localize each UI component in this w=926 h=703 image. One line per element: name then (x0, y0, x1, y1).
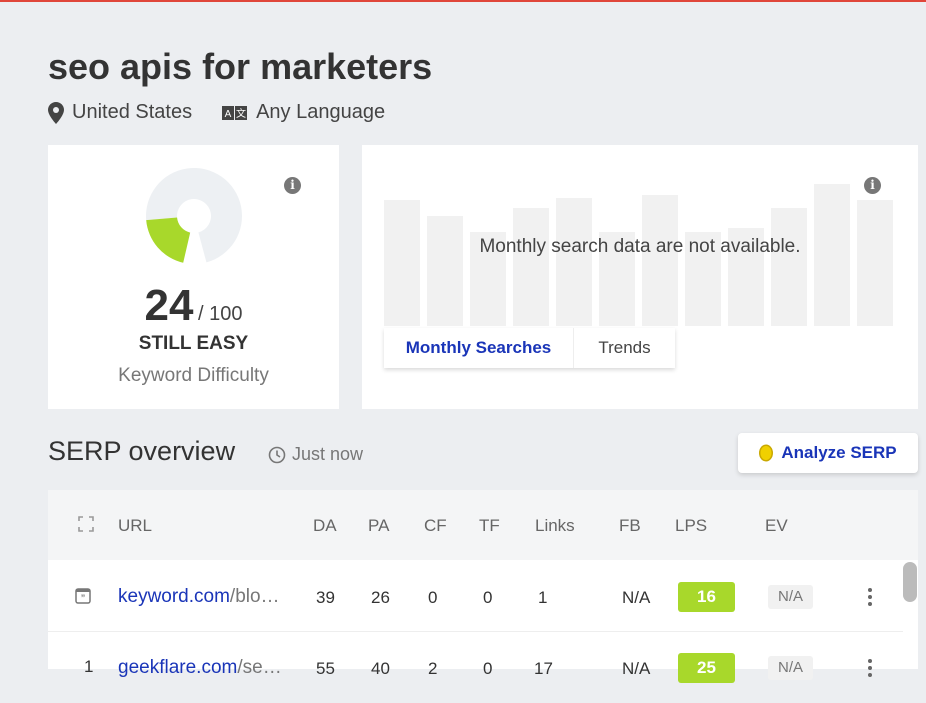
placeholder-bar (513, 208, 549, 326)
column-tf[interactable]: TF (479, 516, 500, 535)
language-label: Any Language (256, 101, 386, 123)
featured-snippet-icon: ” (75, 588, 91, 604)
cell-links: 1 (538, 588, 548, 607)
keyword-difficulty-card: i 24 / 100 STILL EASY Keyword Difficulty (48, 145, 339, 409)
ev-badge: N/A (768, 585, 813, 609)
column-da[interactable]: DA (313, 516, 337, 535)
cell-da: 39 (316, 588, 335, 607)
cell-tf: 0 (483, 588, 493, 607)
lps-badge: 25 (678, 653, 735, 683)
placeholder-bar (470, 232, 506, 326)
table-row[interactable]: 1 geekflare.com/se… 55 40 2 0 17 N/A 25 … (48, 633, 903, 703)
serp-overview-title: SERP overview (48, 436, 236, 466)
placeholder-bar (728, 228, 764, 326)
coin-icon (759, 444, 774, 462)
column-cf[interactable]: CF (424, 516, 447, 535)
result-path: /se… (237, 657, 282, 678)
placeholder-bar (857, 200, 893, 326)
clock-icon (268, 446, 286, 463)
monthly-searches-card: i Monthly search data are not available. (362, 145, 918, 409)
result-domain: geekflare.com (118, 657, 238, 678)
result-url[interactable]: keyword.com/blo… (118, 586, 280, 608)
more-options-icon[interactable] (868, 659, 872, 680)
tab-monthly-searches[interactable]: Monthly Searches (384, 328, 574, 368)
cell-fb: N/A (622, 659, 651, 678)
cell-fb: N/A (622, 588, 651, 607)
result-path: /blo… (229, 586, 280, 607)
placeholder-bar (384, 200, 420, 326)
column-pa[interactable]: PA (368, 516, 390, 535)
serp-table: URL DA PA CF TF Links FB LPS EV ” keywor… (48, 490, 918, 683)
difficulty-score: 24 (144, 281, 194, 330)
column-ev[interactable]: EV (765, 516, 788, 535)
location-pin-icon (48, 101, 64, 124)
info-icon[interactable]: i (864, 177, 881, 194)
difficulty-label: Keyword Difficulty (118, 365, 269, 386)
last-updated-text: Just now (292, 444, 364, 464)
location-label: United States (72, 101, 193, 123)
difficulty-max: / 100 (197, 303, 243, 325)
lps-badge: 16 (678, 582, 735, 612)
last-updated: Just now (268, 444, 363, 465)
placeholder-bar (814, 184, 850, 326)
scrollbar-thumb[interactable] (903, 562, 917, 602)
cell-cf: 2 (428, 659, 438, 678)
analyze-serp-label: Analyze SERP (781, 443, 897, 462)
difficulty-score-line: 24 / 100 (48, 281, 339, 331)
search-tabs: Monthly Searches Trends (384, 328, 675, 368)
svg-text:文: 文 (236, 107, 246, 120)
tab-trends[interactable]: Trends (598, 338, 651, 357)
more-options-icon[interactable] (868, 588, 872, 609)
result-rank: 1 (84, 657, 94, 676)
column-url[interactable]: URL (118, 516, 153, 535)
svg-text:A: A (225, 109, 232, 120)
difficulty-gauge (146, 168, 242, 263)
top-accent-line (0, 0, 926, 2)
column-fb[interactable]: FB (619, 516, 641, 535)
info-icon[interactable]: i (284, 177, 301, 194)
expand-icon[interactable] (78, 516, 94, 532)
cell-da: 55 (316, 659, 335, 678)
cell-pa: 26 (371, 588, 390, 607)
table-header: URL DA PA CF TF Links FB LPS EV (48, 490, 918, 560)
result-url[interactable]: geekflare.com/se… (118, 657, 282, 679)
svg-text:”: ” (81, 593, 86, 603)
placeholder-bar (556, 198, 592, 326)
cell-tf: 0 (483, 659, 493, 678)
cell-cf: 0 (428, 588, 438, 607)
placeholder-bar (599, 232, 635, 326)
placeholder-bar (771, 208, 807, 326)
table-row[interactable]: ” keyword.com/blo… 39 26 0 0 1 N/A 16 N/… (48, 562, 903, 632)
result-domain: keyword.com (118, 586, 230, 607)
cell-pa: 40 (371, 659, 390, 678)
page-title: seo apis for marketers (48, 46, 433, 87)
ev-badge: N/A (768, 656, 813, 680)
no-data-message: Monthly search data are not available. (479, 236, 801, 257)
difficulty-level: STILL EASY (138, 333, 249, 354)
placeholder-bar (427, 216, 463, 326)
cell-links: 17 (534, 659, 553, 678)
gauge-fill (146, 217, 191, 263)
gauge-track (146, 168, 242, 263)
column-links[interactable]: Links (535, 516, 575, 535)
column-lps[interactable]: LPS (675, 516, 708, 535)
placeholder-bar (685, 232, 721, 326)
analyze-serp-button[interactable]: Analyze SERP (738, 433, 918, 473)
placeholder-bar (642, 195, 678, 326)
